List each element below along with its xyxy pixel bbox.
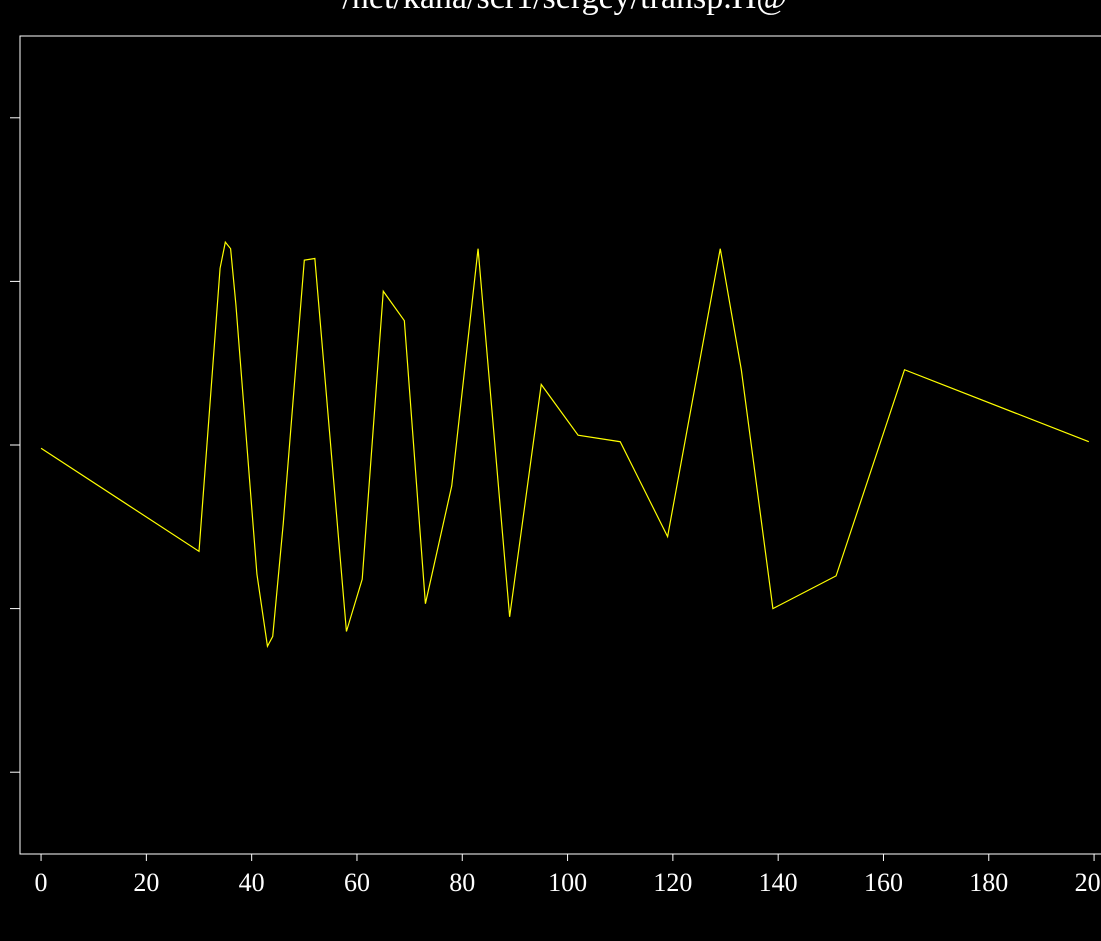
x-tick-label: 20 (133, 868, 159, 897)
plot-frame (19, 35, 1101, 855)
chart-title: /net/kana/scr1/sergey/transp.H@ (342, 0, 787, 16)
x-tick-label: 200 (1075, 868, 1101, 897)
x-tick-label: 120 (653, 868, 692, 897)
x-tick-label: 100 (548, 868, 587, 897)
x-tick-label: 140 (759, 868, 798, 897)
x-tick-label: 0 (35, 868, 48, 897)
x-tick-label: 160 (864, 868, 903, 897)
x-tick-label: 80 (449, 868, 475, 897)
x-tick-label: 60 (344, 868, 370, 897)
x-tick-label: 40 (239, 868, 265, 897)
x-tick-label: 180 (969, 868, 1008, 897)
data-line (40, 240, 1090, 649)
